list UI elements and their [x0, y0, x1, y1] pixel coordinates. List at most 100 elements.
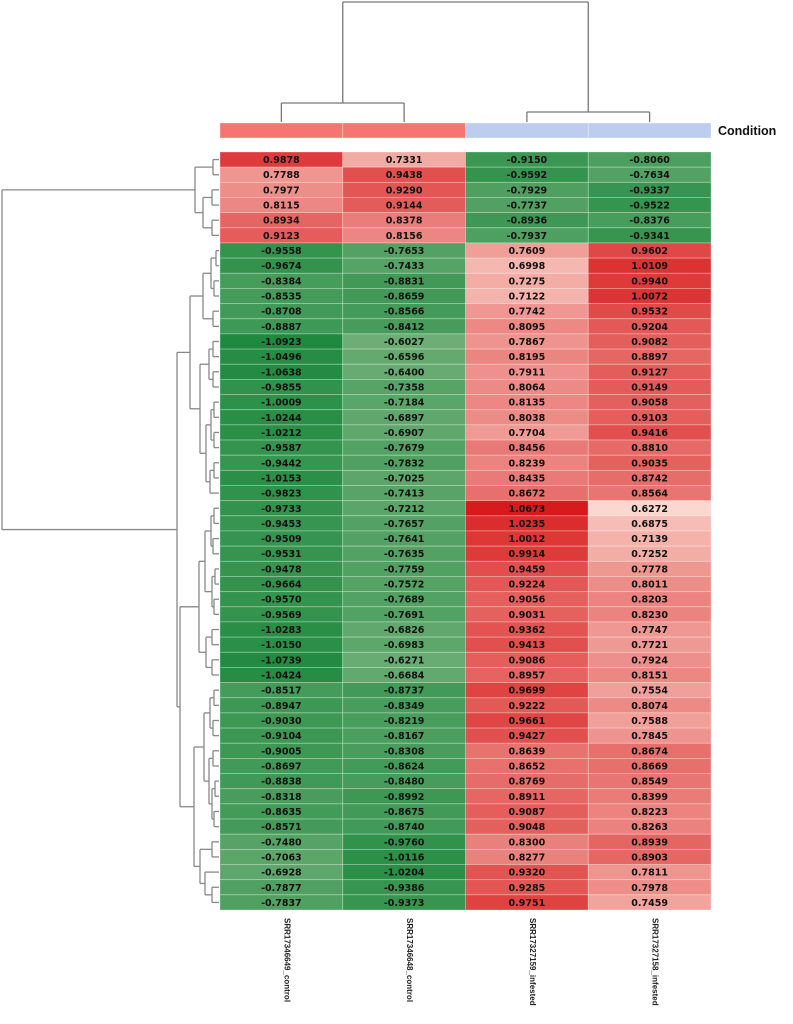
- heatmap-cell: -0.9522: [587, 197, 712, 214]
- heatmap-cell: -0.6027: [342, 333, 466, 350]
- cell-value: 0.7588: [631, 716, 668, 727]
- annotation-cell-control: [219, 122, 344, 139]
- heatmap-cell: -1.0150: [219, 636, 344, 653]
- heatmap-cell: -0.7480: [219, 833, 344, 850]
- cell-value: 0.8549: [631, 777, 668, 788]
- heatmap-cell: 0.6875: [587, 515, 712, 532]
- heatmap-cell: 0.9459: [465, 560, 589, 577]
- heatmap-cell: -0.7063: [219, 848, 344, 865]
- cell-value: -0.7937: [507, 231, 548, 242]
- cell-value: -1.0424: [261, 671, 302, 682]
- cell-value: 0.7331: [386, 155, 423, 166]
- heatmap-cell: 0.7704: [465, 424, 589, 441]
- heatmap-cell: 0.8074: [587, 697, 712, 714]
- heatmap-cell: -0.8571: [219, 818, 344, 835]
- heatmap-cell: -0.9664: [219, 576, 344, 593]
- condition-annotation-title: Condition: [718, 124, 776, 138]
- cell-value: -0.9587: [261, 443, 302, 454]
- cell-value: 0.9459: [509, 564, 546, 575]
- cell-value: 0.7459: [631, 898, 668, 909]
- cell-rect: [587, 606, 712, 623]
- cell-value: 0.9048: [509, 822, 546, 833]
- heatmap-cell: 0.8639: [465, 742, 589, 759]
- cell-value: -0.9030: [261, 716, 302, 727]
- heatmap-cell: -0.9823: [219, 485, 344, 502]
- heatmap-cell: -0.9005: [219, 742, 344, 759]
- heatmap-cell: -0.8060: [587, 151, 712, 168]
- cell-value: -0.7212: [384, 504, 425, 515]
- heatmap-cell: -0.9855: [219, 378, 344, 395]
- heatmap-cell: -0.8535: [219, 288, 344, 305]
- cell-rect: [587, 545, 712, 562]
- heatmap-cell: -0.9760: [342, 833, 466, 850]
- heatmap-cell: 0.7331: [342, 151, 466, 168]
- cell-value: 0.8911: [509, 792, 546, 803]
- cell-value: 0.8939: [631, 837, 668, 848]
- cell-value: 0.9661: [509, 716, 546, 727]
- heatmap-cell: -0.7837: [219, 894, 344, 911]
- heatmap-cell: 0.6272: [587, 500, 712, 517]
- heatmap-cell: -0.8831: [342, 272, 466, 289]
- cell-value: -0.6400: [384, 367, 425, 378]
- cell-value: -0.7433: [384, 261, 425, 272]
- heatmap-cell: -0.7433: [342, 257, 466, 274]
- heatmap-cell: -1.0009: [219, 394, 344, 411]
- cell-value: 0.8195: [509, 352, 546, 363]
- heatmap-cell: 0.7459: [587, 894, 712, 911]
- cell-value: 0.9940: [631, 276, 668, 287]
- heatmap-cell: -0.6897: [342, 409, 466, 426]
- cell-value: 0.8810: [631, 443, 668, 454]
- heatmap-cell: -0.6983: [342, 636, 466, 653]
- heatmap-cell: -1.0923: [219, 333, 344, 350]
- cell-value: 0.8263: [631, 822, 668, 833]
- heatmap-cell: 0.9082: [587, 333, 712, 350]
- cell-value: 0.9602: [631, 246, 668, 257]
- cell-value: 0.7275: [509, 276, 546, 287]
- cell-value: 0.8378: [386, 216, 423, 227]
- cell-value: 0.8652: [509, 761, 546, 772]
- heatmap-cell: -0.8838: [219, 773, 344, 790]
- cell-value: 0.8223: [631, 807, 668, 818]
- heatmap-cell: -0.9592: [465, 166, 589, 183]
- cell-value: 0.7554: [631, 686, 668, 697]
- cell-value: -0.6928: [261, 868, 302, 879]
- heatmap-cell: 0.9699: [465, 682, 589, 699]
- heatmap-cell: 0.6998: [465, 257, 589, 274]
- heatmap-cell: -0.9674: [219, 257, 344, 274]
- cell-value: -0.8936: [507, 216, 548, 227]
- cell-value: -0.8624: [384, 761, 425, 772]
- cell-value: -0.6826: [384, 625, 425, 636]
- heatmap-cell: 1.0673: [465, 500, 589, 517]
- cell-value: 0.8674: [631, 746, 668, 757]
- cell-value: 0.8135: [509, 398, 546, 409]
- cell-value: -0.8831: [384, 276, 425, 287]
- cell-value: -0.8947: [261, 701, 302, 712]
- cell-value: -0.7025: [384, 473, 425, 484]
- heatmap-cell: -0.9453: [219, 515, 344, 532]
- heatmap-cell: 0.9285: [465, 879, 589, 896]
- cell-value: -0.7572: [384, 580, 425, 591]
- heatmap-cell: 0.7122: [465, 288, 589, 305]
- heatmap-cell: -0.9341: [587, 227, 712, 244]
- cell-value: -0.8517: [261, 686, 302, 697]
- heatmap-cell: 0.8652: [465, 758, 589, 774]
- cell-value: 0.9204: [631, 322, 668, 333]
- cell-value: -0.8737: [384, 686, 425, 697]
- heatmap-cell: 0.8957: [465, 667, 589, 684]
- cell-value: -0.8349: [384, 701, 425, 712]
- heatmap-cell: 0.8672: [465, 485, 589, 502]
- heatmap-cell: 0.8742: [587, 469, 712, 486]
- heatmap-cell: 0.8115: [219, 197, 344, 214]
- cell-value: -0.6596: [384, 352, 425, 363]
- column-label: SRR17346649_control: [282, 918, 291, 1002]
- heatmap-cell: 0.7778: [587, 560, 712, 577]
- heatmap-cell: -1.0638: [219, 363, 344, 380]
- cell-value: -0.9341: [629, 231, 670, 242]
- cell-value: -0.7877: [261, 883, 302, 894]
- cell-value: -0.9760: [384, 837, 425, 848]
- cell-value: -1.0150: [261, 640, 302, 651]
- heatmap-cell: 0.9532: [587, 303, 712, 320]
- cell-value: -0.7635: [384, 549, 425, 560]
- heatmap-cell: -0.9558: [219, 242, 344, 259]
- heatmap-cell: 0.8549: [587, 773, 712, 790]
